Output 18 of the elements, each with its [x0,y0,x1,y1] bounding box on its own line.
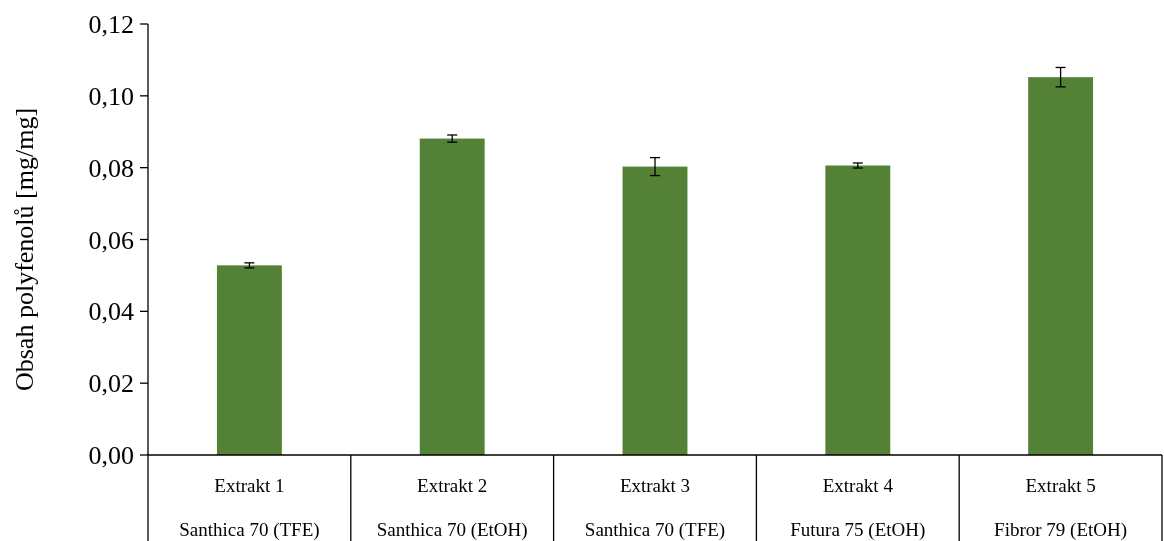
category-label: Extrakt 4 Futura 75 (EtOH) [790,475,926,540]
category-label: Extrakt 5 Fibror 79 (EtOH) [994,475,1128,540]
y-tick-label: 0,10 [88,81,134,111]
y-tick-label: 0,04 [88,297,134,327]
bar [825,165,891,455]
y-tick-label: 0,00 [88,441,134,471]
bar [622,166,688,455]
y-axis-title: Obsah polyfenolů [mg/mg] [10,107,39,392]
bar [419,138,485,455]
y-tick-label: 0,08 [88,153,134,183]
bar [216,265,282,455]
category-label: Extrakt 1 Santhica 70 (TFE) [179,475,320,540]
y-tick-label: 0,12 [88,10,134,40]
y-tick-label: 0,02 [88,369,134,399]
bar [1028,77,1094,455]
y-tick-label: 0,06 [88,225,134,255]
category-label: Extrakt 2 Santhica 70 (EtOH) [376,475,528,540]
category-label: Extrakt 3 Santhica 70 (TFE) [584,475,726,540]
